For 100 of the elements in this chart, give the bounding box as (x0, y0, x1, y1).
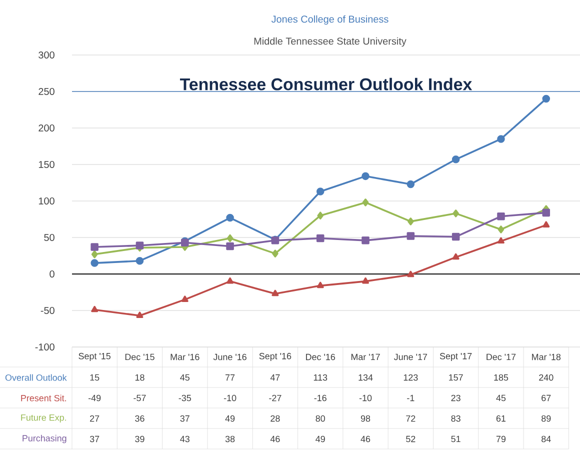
data-label: 51 (451, 436, 460, 442)
point (452, 210, 459, 218)
point (91, 306, 98, 312)
data-label: 61 (496, 415, 506, 422)
point (316, 188, 324, 196)
point (272, 290, 279, 296)
point (498, 226, 504, 234)
data-label: 46 (360, 436, 370, 442)
data-label: -10 (224, 394, 236, 402)
point (497, 135, 505, 143)
data-label: 27 (90, 415, 100, 422)
data-label: 36 (135, 415, 144, 422)
data-label: 79 (496, 436, 506, 442)
text: Jones College of Business (271, 15, 388, 25)
x-tick-label: Mar '18 (532, 354, 561, 360)
data-label: 72 (406, 415, 416, 422)
data-label: 89 (542, 415, 551, 422)
data-label: 37 (180, 415, 190, 422)
data-label: 98 (360, 415, 370, 422)
y-tick-label: 150 (38, 160, 54, 168)
text: Tennessee Consumer Outlook Index (180, 78, 472, 90)
data-label: 77 (226, 374, 235, 381)
data-label: -10 (359, 394, 372, 402)
y-tick-label: 50 (44, 234, 54, 242)
point (452, 156, 460, 164)
x-tick-label: Sept '15 (78, 352, 110, 362)
point (90, 243, 98, 251)
data-label: 45 (180, 374, 190, 381)
data-label: 185 (494, 374, 508, 381)
data-label: 83 (451, 415, 460, 422)
x-tick-label: Mar '17 (351, 354, 380, 360)
point (136, 256, 144, 265)
y-tick-label: -100 (35, 343, 54, 351)
point (452, 232, 460, 241)
y-tick-label: 200 (38, 124, 54, 132)
data-label: 113 (314, 374, 328, 381)
data-label: 37 (90, 436, 100, 442)
point (406, 232, 415, 240)
point (226, 214, 234, 222)
point (226, 277, 234, 284)
text: Present Sit. (21, 394, 66, 402)
data-label: 52 (406, 436, 416, 442)
point (91, 250, 98, 258)
data-label: 80 (316, 415, 325, 422)
y-tick-label: 100 (38, 197, 54, 205)
data-label: -27 (269, 394, 282, 402)
data-label: -16 (314, 394, 326, 402)
point (136, 312, 144, 318)
x-tick-label: Dec '15 (125, 354, 154, 360)
data-label: 45 (496, 394, 506, 402)
point (362, 172, 370, 180)
data-label: 67 (542, 394, 551, 402)
text: Middle Tennessee State University (254, 37, 406, 47)
x-tick-label: June '17 (394, 354, 428, 360)
text: Purchasing (22, 434, 66, 444)
point (181, 296, 188, 302)
point (406, 180, 415, 188)
data-label: 28 (270, 415, 280, 422)
x-tick-label: Dec '16 (306, 354, 336, 360)
data-label: -49 (88, 394, 101, 402)
x-tick-label: June '16 (213, 354, 246, 360)
data-label: 46 (270, 436, 280, 442)
point (542, 221, 550, 228)
data-label: 23 (451, 394, 460, 402)
point (272, 250, 278, 258)
data-label: 49 (225, 415, 235, 422)
point (317, 212, 324, 220)
data-label: 240 (539, 374, 554, 381)
data-label: 84 (542, 436, 551, 442)
y-tick-label: 250 (38, 88, 54, 96)
x-tick-label: Mar '16 (170, 354, 200, 360)
data-label: 47 (270, 374, 280, 381)
point (316, 234, 324, 242)
text: Overall Outlook (5, 374, 67, 381)
point (226, 242, 234, 250)
point (542, 94, 550, 103)
point (408, 218, 414, 226)
point (362, 198, 369, 206)
data-label: 15 (90, 374, 100, 381)
point (90, 259, 98, 267)
point (226, 234, 234, 242)
point (452, 253, 460, 260)
data-label: 43 (180, 436, 190, 442)
text: Future Exp. (21, 414, 66, 423)
data-label: 134 (358, 374, 373, 381)
data-label: 123 (404, 374, 418, 381)
y-tick-label: 300 (38, 51, 54, 59)
y-tick-label: -50 (40, 306, 54, 314)
data-label: -35 (178, 394, 191, 402)
data-label: 38 (225, 436, 235, 442)
point (362, 277, 369, 284)
point (542, 208, 550, 217)
data-label: 39 (135, 436, 144, 442)
x-tick-label: Sept '17 (440, 352, 472, 362)
y-tick-label: 0 (50, 270, 54, 278)
data-label: 157 (449, 374, 463, 381)
x-tick-label: Dec '17 (486, 354, 516, 360)
point (497, 237, 504, 244)
data-label: 49 (316, 436, 325, 442)
point (362, 236, 370, 244)
